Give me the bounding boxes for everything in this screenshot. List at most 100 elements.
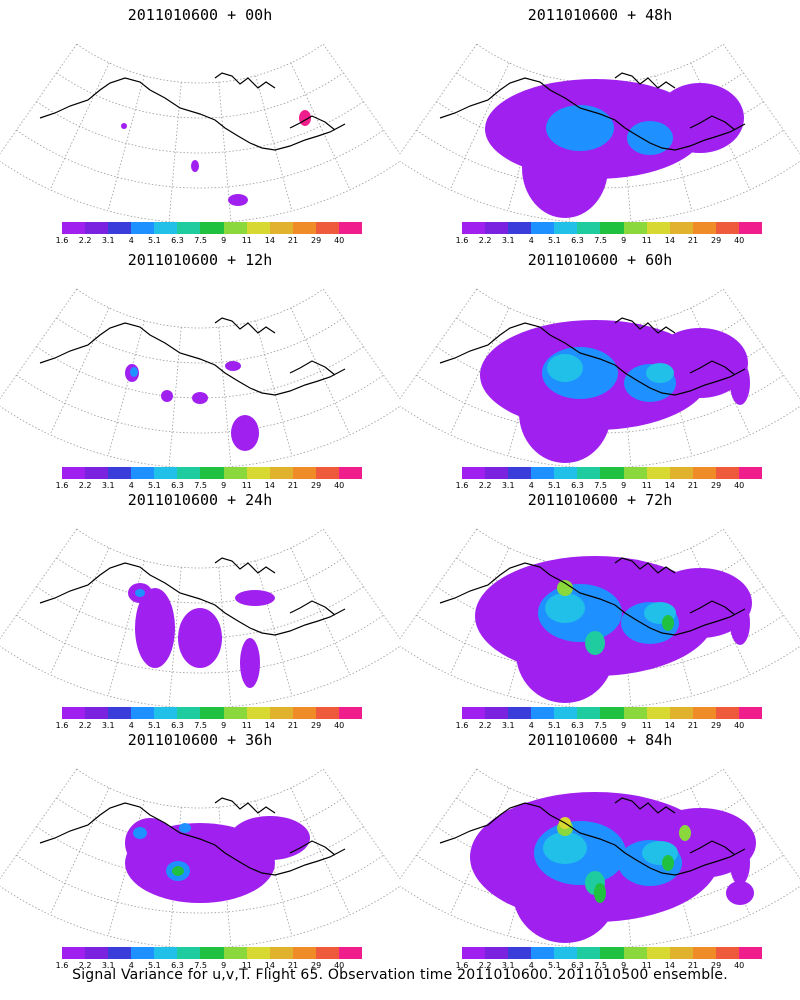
colorbar-swatch	[315, 947, 339, 959]
panel-title: 2011010600 + 72h	[527, 491, 673, 509]
colorbar-swatch	[292, 947, 316, 959]
colorbar-labels: 1.6 2.2 3.1 4 5.1 6.3 7.5 9 11 14 21 29 40	[52, 721, 372, 731]
variance-blob	[546, 105, 614, 151]
colorbar-swatch	[315, 467, 339, 479]
colorbar-swatch	[715, 222, 739, 234]
variance-blob	[662, 855, 674, 871]
coastline	[39, 72, 346, 151]
colorbar-label: 5.1	[148, 236, 161, 245]
forecast-panel: 2011010600 + 84h 1.6 2.2 3.1 4 5.1 6.3 7.5 9 11 14…	[400, 725, 800, 970]
colorbar-swatch	[292, 467, 316, 479]
polar-map	[400, 43, 800, 224]
colorbar-label: 21	[287, 961, 299, 970]
coastline	[439, 557, 746, 636]
colorbar-label: 14	[264, 721, 275, 730]
colorbar	[462, 947, 763, 959]
variance-blob	[726, 881, 754, 905]
colorbar-label: 5.1	[548, 236, 561, 245]
colorbar	[462, 467, 763, 479]
variance-blob	[179, 823, 191, 833]
colorbar-label: 1.6	[55, 961, 69, 970]
colorbar-swatch	[577, 707, 601, 719]
colorbar-label: 6.3	[171, 481, 184, 490]
colorbar-label: 4	[128, 481, 134, 490]
colorbar-label: 3.1	[501, 721, 515, 730]
colorbar-label: 7.5	[194, 481, 207, 490]
colorbar-label: 21	[687, 236, 699, 245]
colorbar-label: 9	[221, 961, 227, 970]
forecast-panel: 2011010600 + 48h 1.6 2.2 3.1 4 5.1 6.3 7.5 9 11 14…	[400, 0, 800, 245]
variance-blob	[656, 83, 744, 153]
colorbar-label: 6.3	[571, 721, 584, 730]
colorbar-label: 29	[311, 236, 322, 245]
colorbar-swatch	[738, 707, 763, 719]
colorbar-label: 4	[528, 236, 534, 245]
colorbar	[62, 467, 363, 479]
colorbar-label: 6.3	[171, 236, 184, 245]
colorbar-label: 6.3	[171, 961, 184, 970]
colorbar-label: 4	[528, 481, 534, 490]
colorbar-swatch	[715, 947, 739, 959]
colorbar-label: 9	[621, 481, 627, 490]
colorbar-swatch	[577, 222, 601, 234]
colorbar-swatch	[577, 467, 601, 479]
colorbar-swatch	[623, 222, 647, 234]
forecast-panel: 2011010600 + 36h 1.6 2.2 3.1 4 5.1 6.3 7.5 9 11 14…	[0, 725, 400, 970]
colorbar-labels: 1.6 2.2 3.1 4 5.1 6.3 7.5 9 11 14 21 29 40	[452, 236, 772, 246]
variance-blob	[543, 832, 587, 864]
colorbar-label: 1.6	[455, 481, 469, 490]
polar-map	[0, 43, 400, 224]
colorbar-label: 21	[287, 236, 299, 245]
colorbar-swatch	[508, 707, 532, 719]
colorbar-swatch	[108, 222, 132, 234]
colorbar-label: 6.3	[171, 721, 184, 730]
colorbar-label: 6.3	[571, 236, 584, 245]
colorbar-label: 21	[687, 481, 699, 490]
colorbar-swatch	[508, 947, 532, 959]
colorbar-label: 11	[641, 481, 652, 490]
colorbar-swatch	[600, 707, 624, 719]
colorbar-label: 40	[334, 481, 345, 490]
variance-blob	[730, 361, 750, 405]
colorbar-label: 3.1	[101, 721, 115, 730]
colorbar-swatch	[246, 467, 270, 479]
colorbar-swatch	[715, 467, 739, 479]
colorbar-label: 7.5	[594, 721, 607, 730]
colorbar-swatch	[154, 947, 178, 959]
coastline	[39, 797, 346, 876]
colorbar-swatch	[338, 707, 363, 719]
colorbar-label: 40	[734, 481, 745, 490]
colorbar-label: 2.2	[478, 721, 492, 730]
colorbar-swatch	[223, 947, 247, 959]
colorbar-swatch	[508, 467, 532, 479]
colorbar-label: 9	[221, 481, 227, 490]
colorbar-swatch	[646, 222, 670, 234]
colorbar-label: 21	[687, 961, 699, 970]
colorbar-label: 29	[311, 961, 322, 970]
colorbar-swatch	[62, 222, 86, 234]
colorbar-swatch	[338, 467, 363, 479]
variance-blob	[545, 593, 585, 623]
variance-field	[121, 110, 311, 206]
colorbar-swatch	[531, 947, 555, 959]
coastline	[439, 797, 746, 876]
colorbar-swatch	[462, 947, 486, 959]
colorbar-swatch	[269, 947, 293, 959]
colorbar-swatch	[738, 467, 763, 479]
colorbar-swatch	[62, 467, 86, 479]
variance-blob	[192, 392, 208, 404]
colorbar-label: 14	[664, 721, 675, 730]
colorbar-label: 9	[621, 721, 627, 730]
colorbar-swatch	[600, 467, 624, 479]
colorbar-label: 4	[528, 961, 534, 970]
colorbar-swatch	[531, 222, 555, 234]
colorbar-swatch	[223, 222, 247, 234]
colorbar-swatch	[108, 947, 132, 959]
colorbar-label: 2.2	[78, 236, 92, 245]
colorbar-labels: 1.6 2.2 3.1 4 5.1 6.3 7.5 9 11 14 21 29 40	[52, 961, 372, 971]
colorbar	[62, 947, 363, 959]
colorbar-label: 2.2	[478, 961, 492, 970]
colorbar-label: 7.5	[194, 236, 207, 245]
colorbar-swatch	[485, 222, 509, 234]
colorbar-swatch	[131, 467, 155, 479]
